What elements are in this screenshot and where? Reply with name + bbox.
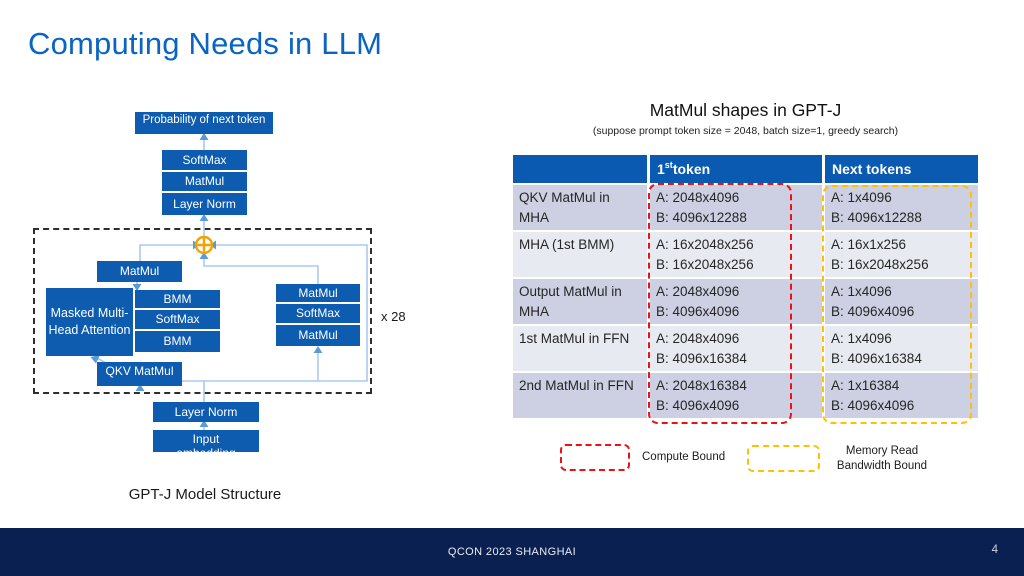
box-softmax-head: SoftMax	[162, 150, 247, 170]
cell-next-tokens: A: 1x4096 B: 4096x4096	[825, 279, 978, 324]
header-next-tokens: Next tokens	[825, 155, 978, 183]
header-blank	[513, 155, 647, 183]
cell-next-tokens: A: 16x1x256 B: 16x2048x256	[825, 232, 978, 277]
cell-next-tokens: A: 1x4096 B: 4096x12288	[825, 185, 978, 230]
diagram-caption: GPT-J Model Structure	[128, 486, 282, 503]
box-matmul-head: MatMul	[162, 172, 247, 191]
box-softmax-ffn: SoftMax	[276, 304, 360, 323]
box-qkv-matmul: QKV MatMul	[97, 362, 182, 386]
slide-footer: QCON 2023 SHANGHAI 4	[0, 528, 1024, 576]
box-masked-multi-head-attention: Masked Multi-Head Attention	[46, 288, 133, 356]
transformer-layer-frame	[33, 228, 372, 394]
memory-bound-legend-label: Memory Read Bandwidth Bound	[836, 445, 928, 472]
row-label: 1st MatMul in FFN	[513, 326, 647, 371]
page-title: Computing Needs in LLM	[28, 26, 383, 61]
layer-repeat-label: x 28	[381, 309, 406, 324]
box-softmax-attn: SoftMax	[135, 310, 220, 329]
box-layernorm-input: Layer Norm	[153, 402, 259, 422]
box-bmm-1: BMM	[135, 290, 220, 308]
table-title: MatMul shapes in GPT-J	[649, 100, 842, 120]
cell-next-tokens: A: 1x4096 B: 4096x16384	[825, 326, 978, 371]
row-label: 2nd MatMul in FFN	[513, 373, 647, 418]
compute-bound-legend-swatch	[560, 444, 630, 471]
row-label: MHA (1st BMM)	[513, 232, 647, 277]
cell-first-token: A: 2048x4096 B: 4096x12288	[650, 185, 822, 230]
box-layernorm-head: Layer Norm	[162, 193, 247, 215]
cell-next-tokens: A: 1x16384 B: 4096x4096	[825, 373, 978, 418]
table-subtitle: (suppose prompt token size = 2048, batch…	[592, 125, 899, 137]
compute-bound-legend-label: Compute Bound	[642, 451, 726, 463]
cell-first-token: A: 2048x16384 B: 4096x4096	[650, 373, 822, 418]
box-input-embedding: Input embedding	[153, 430, 259, 452]
cell-first-token: A: 2048x4096 B: 4096x4096	[650, 279, 822, 324]
box-bmm-2: BMM	[135, 331, 220, 352]
box-probability-of-next-token: Probability of next token	[135, 112, 273, 134]
row-label: Output MatMul in MHA	[513, 279, 647, 324]
box-matmul-attn-out: MatMul	[97, 261, 182, 282]
cell-first-token: A: 2048x4096 B: 4096x16384	[650, 326, 822, 371]
row-label: QKV MatMul in MHA	[513, 185, 647, 230]
box-matmul-ffn-1: MatMul	[276, 284, 360, 302]
box-matmul-ffn-2: MatMul	[276, 325, 360, 346]
conference-name: QCON 2023 SHANGHAI	[447, 546, 577, 558]
page-number: 4	[991, 544, 998, 556]
cell-first-token: A: 16x2048x256 B: 16x2048x256	[650, 232, 822, 277]
memory-bound-legend-swatch	[747, 445, 820, 472]
